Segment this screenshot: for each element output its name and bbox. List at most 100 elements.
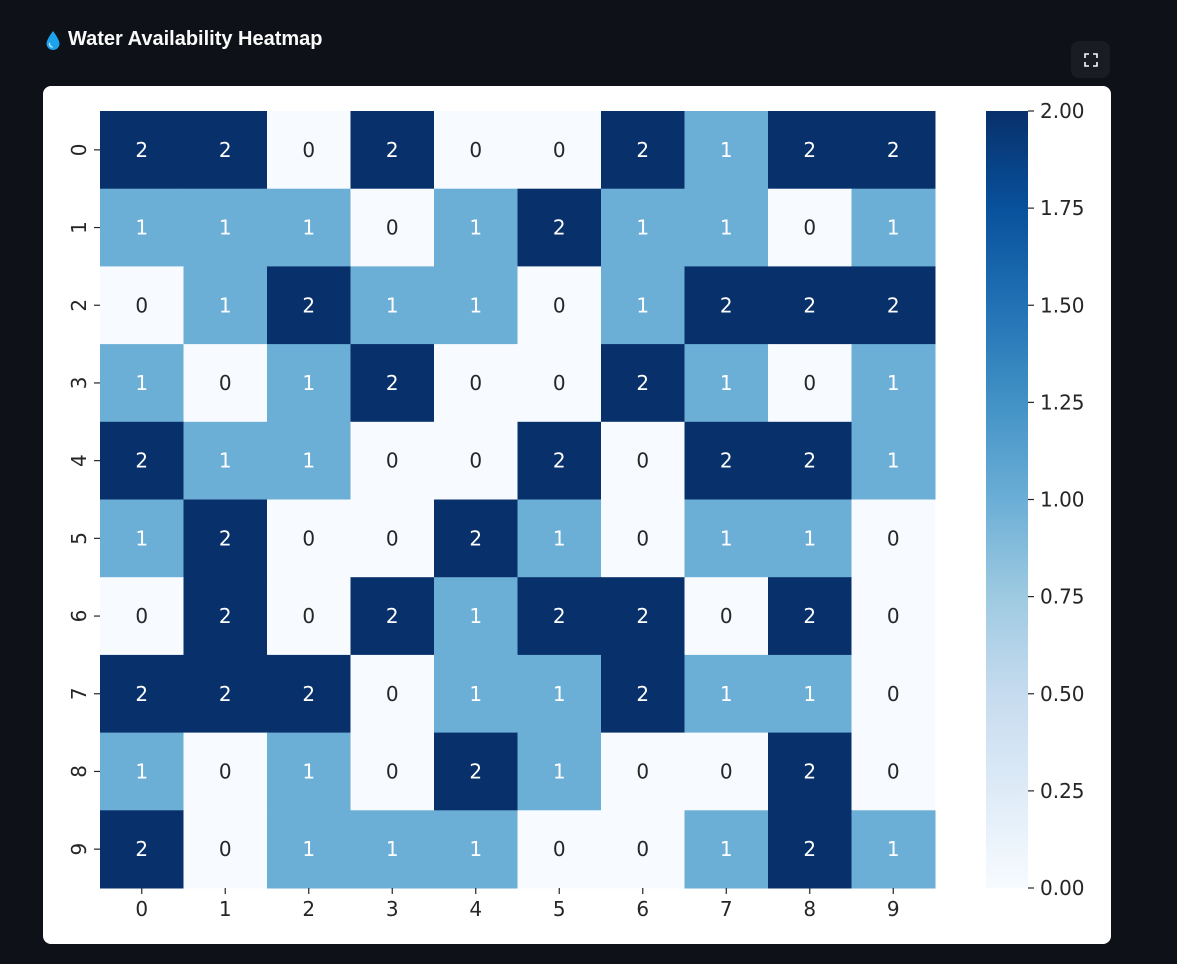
cell-label: 0	[553, 293, 566, 317]
cell-label: 2	[803, 759, 816, 783]
heatmap-cells	[100, 111, 936, 889]
cell-label: 1	[803, 682, 816, 706]
cell-label: 1	[720, 682, 733, 706]
heatmap-cell	[434, 111, 518, 190]
cell-label: 1	[302, 837, 315, 861]
heatmap-cell	[601, 344, 685, 423]
cell-label: 1	[720, 216, 733, 240]
cell-label: 1	[553, 526, 566, 550]
heatmap-cell	[684, 421, 769, 500]
cell-label: 2	[302, 682, 315, 706]
fullscreen-icon	[1083, 52, 1098, 67]
heatmap-cell	[768, 344, 852, 423]
heatmap-cell	[768, 266, 852, 345]
cell-label: 1	[135, 526, 148, 550]
y-tick-label: 0	[67, 143, 91, 156]
cell-label: 1	[720, 371, 733, 395]
cell-label: 2	[469, 759, 482, 783]
cell-label: 0	[553, 371, 566, 395]
cell-label: 1	[135, 371, 148, 395]
heatmap-cell	[183, 421, 268, 500]
x-tick-label: 4	[469, 897, 482, 921]
cell-label: 1	[302, 216, 315, 240]
heatmap-cell	[267, 654, 351, 734]
colorbar-tick-label: 2.00	[1040, 99, 1085, 123]
cell-label: 2	[720, 293, 733, 317]
cell-label: 2	[553, 216, 566, 240]
heatmap-cell	[100, 499, 184, 578]
heatmap-cell	[601, 111, 685, 190]
heatmap-cell	[100, 732, 184, 811]
cell-label: 0	[887, 682, 900, 706]
colorbar-axis: 0.00 0.25 0.50 0.75 1.00 1.25 1.50 1.75 2.00	[1028, 99, 1085, 900]
heatmap-cell	[350, 188, 435, 267]
heatmap-cell	[851, 577, 936, 656]
colorbar-tick-label: 0.25	[1040, 779, 1085, 803]
y-tick-label: 1	[67, 221, 91, 234]
heatmap-cell	[183, 654, 268, 734]
cell-label: 1	[386, 837, 399, 861]
cell-label: 2	[887, 138, 900, 162]
heatmap-cell	[517, 344, 602, 423]
heatmap-cell	[350, 577, 435, 656]
cell-label: 1	[302, 449, 315, 473]
colorbar	[986, 111, 1028, 888]
cell-label: 1	[469, 837, 482, 861]
heatmap-cell	[350, 499, 435, 578]
x-tick-label: 8	[803, 897, 816, 921]
cell-label: 0	[553, 138, 566, 162]
fullscreen-button[interactable]	[1071, 41, 1110, 78]
cell-label: 1	[469, 604, 482, 628]
colorbar-tick-label: 0.00	[1040, 876, 1085, 900]
heatmap-cell	[851, 654, 936, 734]
cell-label: 0	[803, 371, 816, 395]
heatmap-cell	[350, 732, 435, 811]
cell-label: 2	[302, 293, 315, 317]
heatmap-cell	[601, 188, 685, 267]
cell-label: 0	[219, 371, 232, 395]
heatmap-cell	[434, 810, 518, 889]
x-tick-label: 1	[219, 897, 232, 921]
cell-label: 0	[469, 449, 482, 473]
heatmap-cell	[267, 499, 351, 578]
cell-label: 0	[803, 216, 816, 240]
heatmap-cell	[851, 421, 936, 500]
heatmap-annotations: 2 2 0 2 0 0 2 1 2 2 1 1 1 0 1 2 1 1 0 1 0 1 2 1 1 0 1 2 2 2 1 0 1 2 0 0 2 1 0 1…	[135, 138, 899, 861]
heatmap-cell	[350, 266, 435, 345]
cell-label: 2	[887, 293, 900, 317]
heatmap-cell	[851, 499, 936, 578]
y-axis: 0 1 2 3 4 5 6 7 8 9	[67, 143, 100, 856]
cell-label: 2	[803, 293, 816, 317]
heatmap-cell	[100, 111, 184, 190]
heatmap-cell	[434, 188, 518, 267]
heatmap-cell	[851, 732, 936, 811]
cell-label: 0	[386, 449, 399, 473]
cell-label: 0	[469, 371, 482, 395]
cell-label: 2	[135, 837, 148, 861]
x-axis: 0 1 2 3 4 5 6 7 8 9	[135, 888, 900, 921]
heatmap-cell	[183, 266, 268, 345]
y-tick-label: 6	[67, 610, 91, 623]
cell-label: 1	[553, 759, 566, 783]
y-tick-label: 7	[67, 687, 91, 700]
heatmap-cell	[517, 421, 602, 500]
heatmap-cell	[434, 266, 518, 345]
heatmap-cell	[100, 344, 184, 423]
cell-label: 0	[386, 682, 399, 706]
x-tick-label: 7	[720, 897, 733, 921]
x-tick-label: 2	[302, 897, 315, 921]
cell-label: 0	[553, 837, 566, 861]
heatmap-cell	[684, 188, 769, 267]
heatmap-cell	[768, 810, 852, 889]
y-tick-label: 2	[67, 299, 91, 312]
heatmap-cell	[517, 111, 602, 190]
heatmap-cell	[267, 732, 351, 811]
heatmap-cell	[100, 188, 184, 267]
page-title: Water Availability Heatmap	[68, 28, 323, 50]
heatmap-cell	[851, 810, 936, 889]
cell-label: 1	[803, 526, 816, 550]
heatmap-cell	[768, 188, 852, 267]
heatmap-cell	[100, 421, 184, 500]
cell-label: 1	[636, 216, 649, 240]
cell-label: 1	[219, 293, 232, 317]
